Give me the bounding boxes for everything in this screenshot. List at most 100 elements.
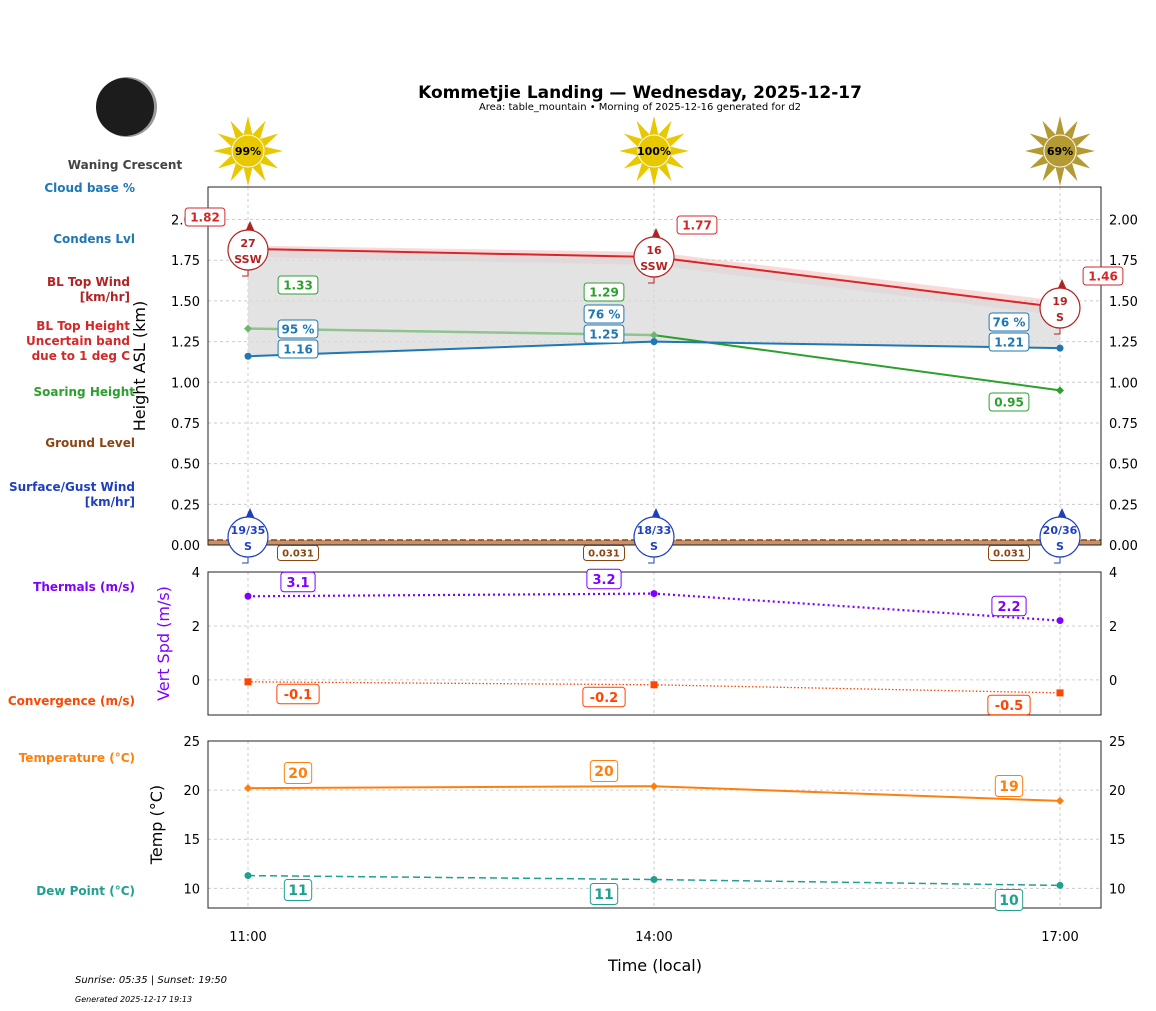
y-tick-label-right: 20: [1109, 784, 1126, 799]
sunrise-sunset: Sunrise: 05:35 | Sunset: 19:50: [75, 975, 228, 986]
y-tick-label-right: 1.50: [1109, 295, 1138, 310]
temperature-label-box: [283, 762, 313, 784]
y-tick-label-right: 0.00: [1109, 539, 1138, 554]
condens-point: [1056, 344, 1064, 352]
y-tick-label: 2: [192, 620, 200, 635]
sun-cloud-pct: 69%: [1047, 145, 1073, 158]
legend-ground-level: Ground Level: [45, 436, 135, 450]
dewpoint-label-box: [283, 879, 313, 901]
temperature-point: [1056, 796, 1064, 805]
y-tick-label-right: 10: [1109, 882, 1126, 897]
x-tick-label: 17:00: [1041, 930, 1078, 945]
bl-wind-arrow-icon: [651, 228, 661, 239]
y-tick-label-right: 0.50: [1109, 458, 1138, 473]
y-tick-label: 10: [183, 882, 200, 897]
bl-wind-speed: 16: [646, 244, 662, 257]
moon-icon: [96, 78, 154, 136]
bl-wind-direction: S: [1056, 311, 1064, 324]
bl_top-label: 1.77: [682, 218, 712, 232]
bl-wind-barb-icon: [1054, 328, 1061, 335]
legend-dew-point: Dew Point (°C): [36, 884, 135, 898]
ground-label: 0.031: [588, 549, 620, 560]
dewpoint-line: [247, 874, 1061, 887]
thermals-point: [1056, 617, 1064, 625]
y-tick-label: 1.50: [171, 295, 200, 310]
convergence-point: [1056, 689, 1064, 697]
y-tick-label: 0.75: [171, 417, 200, 432]
surface-wind-circle: [227, 516, 269, 558]
y-tick-label: 1.25: [171, 336, 200, 351]
y-tick-label-right: 2.00: [1109, 214, 1138, 229]
bl_top-label-box: [676, 215, 718, 235]
thermals-label-box: [991, 595, 1027, 617]
bl-wind-circle: [227, 229, 269, 271]
cloud_pct-label-box: [277, 319, 319, 339]
surface-wind-direction: S: [650, 540, 658, 553]
temperature-point: [650, 782, 658, 791]
panel-frame: [207, 571, 1102, 716]
legend-cloud-base: Cloud base %: [44, 181, 135, 195]
dewpoint-label: 11: [594, 887, 613, 903]
temperature-label: 19: [999, 779, 1018, 795]
thermals-point: [650, 590, 658, 598]
thermals-label: 3.2: [592, 573, 615, 588]
thermals-label-box: [586, 568, 622, 590]
legend-convergence: Convergence (m/s): [7, 694, 135, 708]
sun-disc: [1043, 134, 1077, 168]
surface-wind-circle: [1039, 516, 1081, 558]
soaring-label-box: [988, 392, 1030, 412]
bl-wind-circle: [1039, 287, 1081, 329]
surface-wind-arrow-icon: [245, 508, 255, 519]
surface-wind-arrow-icon: [1057, 508, 1067, 519]
condens-label-box: [277, 339, 319, 359]
bl-wind-barb-icon: [242, 270, 249, 277]
y-tick-label: 4: [192, 566, 200, 581]
convergence-label: -0.1: [284, 688, 312, 703]
x-axis-label: Time (local): [607, 956, 702, 975]
soaring-point: [244, 324, 252, 333]
bl-wind-barb-icon: [648, 277, 655, 284]
dewpoint-label-box: [589, 883, 619, 905]
sun-disc: [231, 134, 265, 168]
dewpoint-label: 10: [999, 893, 1019, 909]
surface-wind-direction: S: [244, 540, 252, 553]
temperature-label: 20: [594, 764, 614, 780]
legend-condens-lvl: Condens Lvl: [53, 232, 135, 246]
y-tick-label: 1.00: [171, 376, 200, 391]
bl_top-label-box: [1082, 266, 1124, 286]
dewpoint-point: [244, 872, 252, 880]
chart-title: Kommetjie Landing — Wednesday, 2025-12-1…: [418, 83, 862, 103]
bl_top-label: 1.82: [190, 210, 220, 224]
y-axis-label: Vert Spd (m/s): [154, 586, 173, 701]
condens-label: 1.16: [283, 342, 313, 356]
soaring-label-box: [277, 275, 319, 295]
thermals-label: 2.2: [997, 600, 1020, 615]
surface-wind-direction: S: [1056, 540, 1064, 553]
thermals-label-box: [280, 571, 316, 593]
legend-bl-top-height: BL Top Height Uncertain band due to 1 de…: [26, 319, 130, 363]
dewpoint-label: 11: [288, 883, 307, 899]
bl-wind-arrow-icon: [245, 221, 255, 232]
legend-surface-wind: Surface/Gust Wind [km/hr]: [9, 480, 135, 509]
y-tick-label: 25: [183, 735, 200, 750]
soaring-label-box: [583, 282, 625, 302]
ground-label-box: [583, 545, 625, 561]
y-tick-label-right: 1.25: [1109, 336, 1138, 351]
temperature-point: [244, 784, 252, 793]
x-tick-label: 11:00: [229, 930, 266, 945]
y-tick-label: 0.50: [171, 458, 200, 473]
cloud_pct-label-box: [583, 304, 625, 324]
generated-timestamp: Generated 2025-12-17 19:13: [75, 995, 193, 1004]
legend-soaring-height: Soaring Height: [33, 385, 136, 399]
bl_top-label: 1.46: [1088, 269, 1118, 283]
cloud_pct-label-box: [988, 312, 1030, 332]
surface-wind-speed: 18/33: [637, 524, 672, 537]
dewpoint-point: [1056, 881, 1064, 889]
surface-wind-speed: 19/35: [231, 524, 266, 537]
ground-label: 0.031: [993, 549, 1025, 560]
panel-frame: [207, 740, 1102, 909]
soaring-line: [653, 334, 1061, 392]
soaring-label: 1.29: [589, 285, 619, 299]
x-tick-label: 14:00: [635, 930, 672, 945]
